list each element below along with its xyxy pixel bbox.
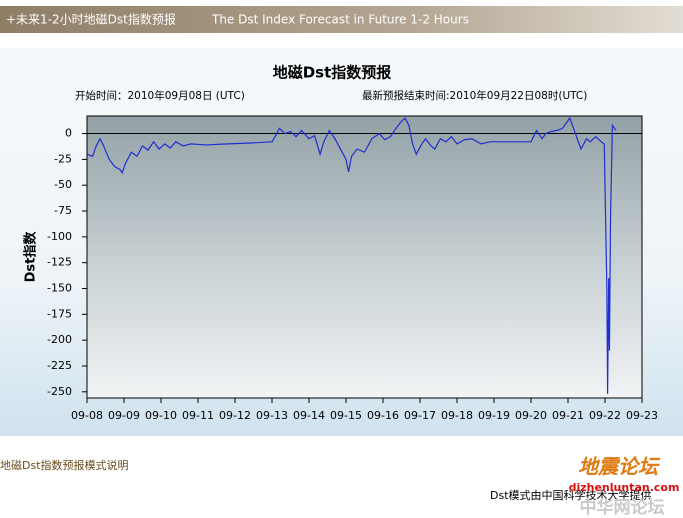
watermark-site: 中华网论坛	[580, 497, 665, 518]
x-tick-label: 09-15	[330, 409, 362, 422]
x-tick-label: 09-14	[293, 409, 325, 422]
y-tick-label: -100	[47, 230, 72, 243]
y-tick-label: -125	[47, 256, 72, 269]
dst-line	[86, 116, 617, 394]
y-tick-label: -250	[47, 385, 72, 398]
x-tick-label: 09-20	[515, 409, 547, 422]
x-tick-label: 09-12	[219, 409, 251, 422]
x-tick-label: 09-22	[589, 409, 621, 422]
header-title-en: The Dst Index Forecast in Future 1-2 Hou…	[211, 13, 469, 27]
x-tick-label: 09-10	[145, 409, 177, 422]
footer-credit: Dst模式由中国科学技术大学提供	[490, 488, 652, 502]
y-tick-label: -150	[47, 282, 72, 295]
x-tick-label: 09-09	[108, 409, 140, 422]
subtitle-right: 最新预报结束时间:2010年09月22日08时(UTC)	[362, 89, 587, 102]
subtitle-left: 开始时间：2010年09月08日 (UTC)	[75, 89, 245, 102]
footer-link[interactable]: 地磁Dst指数预报模式说明	[0, 458, 129, 472]
x-tick-label: 09-17	[404, 409, 436, 422]
x-tick-label: 09-18	[441, 409, 473, 422]
chart-title: 地磁Dst指数预报	[273, 64, 392, 82]
y-tick-label: -200	[47, 333, 72, 346]
watermark-cn: 地震论坛	[578, 455, 661, 479]
x-tick-label: 09-19	[478, 409, 510, 422]
watermark-url: dizhenluntan.com	[569, 481, 680, 494]
x-tick-label: 09-16	[367, 409, 399, 422]
header-title-cn: +未来1-2小时地磁Dst指数预报	[6, 12, 176, 27]
x-tick-label: 09-11	[182, 409, 214, 422]
y-tick-label: -175	[47, 307, 72, 320]
header-bar	[0, 6, 683, 33]
y-tick-label: 0	[65, 127, 72, 140]
y-tick-label: -225	[47, 359, 72, 372]
y-tick-label: -50	[54, 178, 72, 191]
plot-area	[86, 115, 643, 399]
x-tick-label: 09-08	[71, 409, 103, 422]
x-tick-label: 09-13	[256, 409, 288, 422]
x-tick-label: 09-21	[552, 409, 584, 422]
y-tick-label: -75	[54, 204, 72, 217]
y-tick-label: -25	[54, 152, 72, 165]
x-tick-label: 09-23	[626, 409, 658, 422]
y-axis-label: Dst指数	[23, 231, 39, 283]
